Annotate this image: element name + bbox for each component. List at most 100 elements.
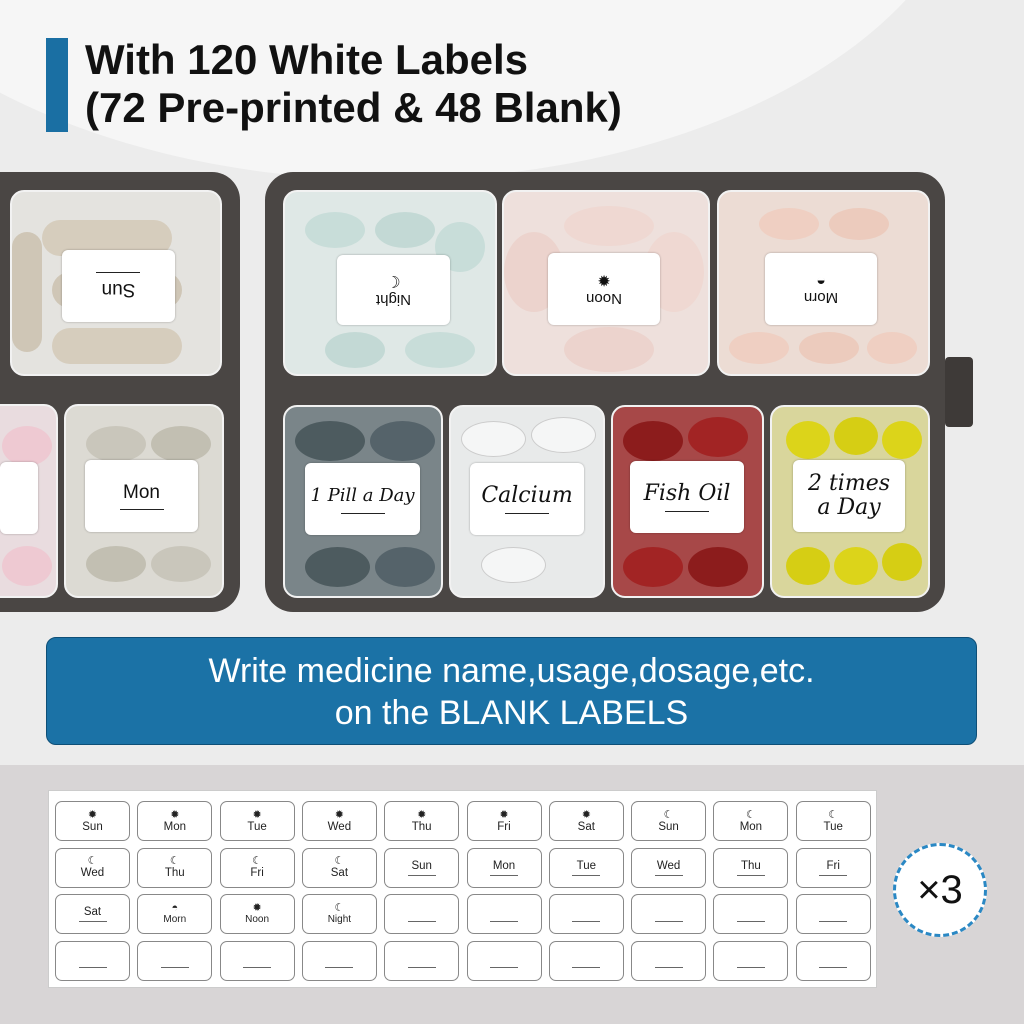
sheet-label: Tue: [548, 847, 624, 888]
sun-icon: ✹: [417, 808, 427, 821]
sheet-label: ✹ Sat: [548, 801, 624, 841]
moon-icon: ☾: [386, 272, 401, 290]
write-line: [572, 920, 601, 922]
sheet-label-text: Sun: [82, 820, 103, 833]
headline-line-2: (72 Pre-printed & 48 Blank): [85, 84, 622, 131]
label-left-partial: [0, 462, 38, 534]
sheet-label: [548, 894, 624, 934]
sheet-label-text: Sat: [83, 906, 102, 918]
write-line: [654, 874, 683, 876]
sheet-label: ✹ Sun: [55, 801, 130, 841]
sheet-label: ◓ Morn: [137, 894, 213, 934]
sheet-label: Fri: [795, 847, 871, 888]
write-line: [572, 874, 601, 876]
sun-icon: ✹: [334, 808, 344, 821]
label-fish-oil: Fish Oil: [630, 461, 744, 533]
sheet-label: Wed: [631, 847, 707, 888]
sheet-label: [795, 940, 871, 981]
sheet-label: [384, 940, 460, 981]
sheet-label-text: Wed: [656, 859, 681, 872]
pill-case-left: [0, 172, 240, 612]
info-banner: Write medicine name,usage,dosage,etc. on…: [46, 637, 977, 745]
sheet-label: ☾ Sun: [631, 801, 707, 841]
moon-icon: ☾: [252, 855, 263, 867]
sheet-label: ✹ Wed: [301, 801, 377, 841]
sheet-label: [466, 940, 542, 981]
sun-icon: ✹: [252, 808, 262, 821]
sheet-label: [384, 894, 460, 934]
sheet-label: [55, 940, 130, 981]
sheet-label-text: Thu: [411, 820, 432, 833]
sheet-label: ✹ Mon: [137, 801, 213, 841]
sheet-label: ☾ Sat: [301, 847, 377, 888]
write-line: [490, 920, 518, 922]
sheet-label-text: Noon: [245, 914, 270, 925]
write-line: [654, 920, 683, 922]
sheet-label: ☾ Mon: [713, 801, 789, 841]
title-accent-bar: [46, 38, 68, 132]
sheet-label: ☾ Wed: [55, 847, 130, 888]
write-line: [572, 967, 601, 968]
sunrise-icon: ◓: [816, 272, 826, 290]
label-sun: Sun: [62, 250, 175, 322]
moon-icon: ☾: [87, 855, 98, 867]
sheet-label-text: Mon: [739, 820, 763, 833]
sheet-label: [631, 940, 707, 981]
label-night: Night ☾: [337, 255, 450, 325]
sheet-label-text: Wed: [80, 867, 105, 879]
label-mon: Mon: [85, 460, 198, 532]
sheet-label-text: Sat: [330, 867, 349, 879]
label-one-pill: 1 Pill a Day: [305, 463, 420, 535]
sheet-label-text: Fri: [497, 820, 511, 833]
write-line: [160, 967, 189, 968]
write-line: [736, 967, 765, 968]
write-line: [654, 967, 683, 968]
write-line: [78, 967, 107, 968]
sheet-label-text: Thu: [740, 859, 761, 872]
sun-icon: ✹: [87, 808, 98, 821]
write-line: [819, 920, 848, 922]
write-line: [490, 967, 518, 968]
sheet-label-text: Tue: [823, 820, 843, 833]
moon-icon: ☾: [828, 808, 839, 821]
quantity-multiplier-badge: ×3: [893, 843, 987, 937]
sheet-label: ☾ Night: [301, 894, 377, 934]
sheet-label-text: Morn: [163, 914, 187, 925]
sun-icon: ✹: [499, 808, 509, 821]
sheet-label: [713, 894, 789, 934]
moon-icon: ☾: [169, 855, 180, 867]
moon-icon: ☾: [663, 808, 674, 821]
sheet-label: ✹ Tue: [219, 801, 295, 841]
sheet-label: Mon: [466, 847, 542, 888]
headline: With 120 White Labels (72 Pre-printed & …: [85, 36, 622, 132]
sheet-label-text: Mon: [163, 820, 186, 833]
label-morn: Morn ◓: [765, 253, 877, 325]
sun-icon: ✹: [252, 902, 262, 914]
sheet-label-text: Thu: [164, 867, 185, 879]
label-sheet: ✹ Sun ✹ Mon ✹ Tue ✹ Wed ✹ Thu ✹ Fri ✹ Sat ☾ Sun ☾ Mon ☾ Tue…: [48, 790, 877, 988]
sheet-label-text: Tue: [576, 859, 596, 872]
sheet-label: Thu: [713, 847, 789, 888]
sheet-label: Sun: [384, 847, 460, 888]
label-calcium: Calcium: [470, 463, 584, 535]
sheet-label: [137, 940, 213, 981]
sheet-label: [548, 940, 624, 981]
sunrise-icon: ◓: [171, 902, 179, 914]
pill-case-right: [265, 172, 945, 612]
sheet-label: ☾ Tue: [795, 801, 871, 841]
case-latch: [945, 357, 973, 427]
label-two-times: 2 times a Day: [793, 460, 905, 532]
moon-icon: ☾: [334, 855, 345, 867]
banner-line-2: on the BLANK LABELS: [334, 694, 689, 732]
sheet-label-text: Sun: [658, 820, 679, 833]
sheet-label-text: Night: [327, 914, 352, 925]
compartment-night: [283, 190, 497, 376]
sheet-label: ☾ Fri: [219, 847, 295, 888]
sun-icon: ✹: [581, 808, 591, 821]
moon-icon: ☾: [745, 808, 756, 821]
sheet-label: [466, 894, 542, 934]
write-line: [325, 967, 354, 968]
headline-line-1: With 120 White Labels: [85, 36, 529, 83]
sheet-label-text: Sun: [411, 859, 432, 872]
sheet-label: [631, 894, 707, 934]
